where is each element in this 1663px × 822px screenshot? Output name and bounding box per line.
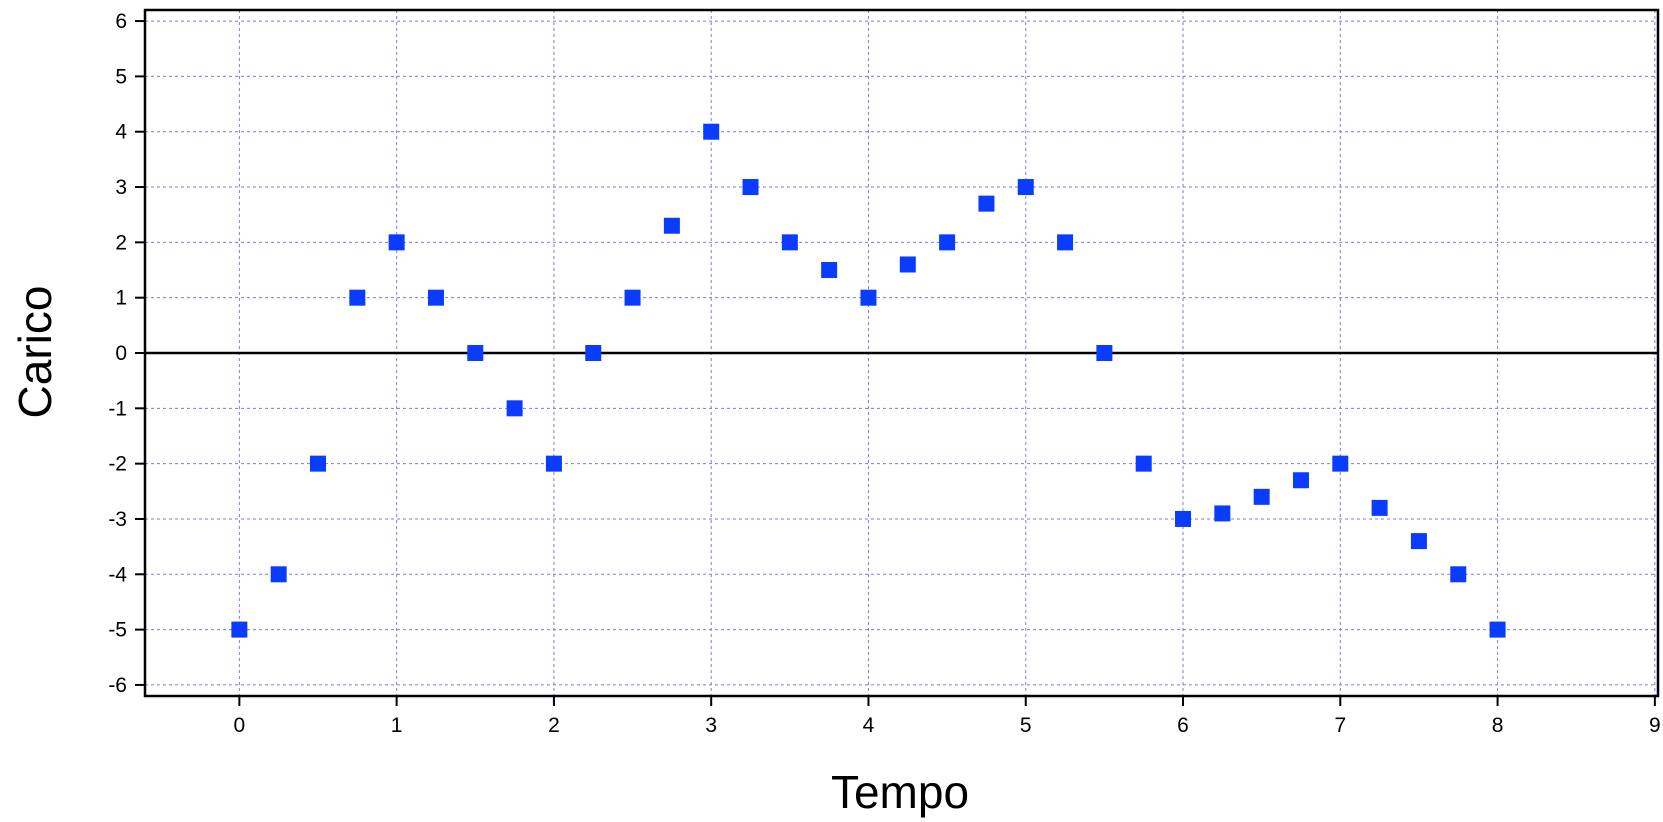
x-tick-label: 5 (1020, 714, 1032, 737)
x-tick-label: 0 (234, 714, 246, 737)
data-point (310, 455, 327, 472)
x-tick-label: 1 (391, 714, 403, 737)
data-point (781, 234, 798, 251)
data-point (1371, 499, 1388, 516)
y-tick-label: 4 (115, 121, 127, 144)
data-point (388, 234, 405, 251)
data-point (427, 289, 444, 306)
grid-lines (145, 10, 1658, 696)
y-tick-label: 5 (115, 65, 127, 88)
y-tick-label: 3 (115, 176, 127, 199)
x-tick-label: 3 (705, 714, 717, 737)
y-tick-label: -4 (108, 563, 127, 586)
data-point (860, 289, 877, 306)
data-point (1057, 234, 1074, 251)
y-tick-label: 6 (115, 10, 127, 33)
y-tick-label: -5 (108, 619, 127, 642)
data-point (231, 621, 248, 638)
axis-ticks (135, 20, 1656, 706)
data-point (1096, 345, 1113, 361)
x-tick-label: 9 (1649, 714, 1661, 737)
data-point (506, 400, 523, 417)
data-point (742, 179, 759, 196)
data-point (585, 345, 602, 361)
data-point (939, 234, 956, 251)
y-tick-label: 0 (115, 342, 127, 365)
data-point (1489, 621, 1506, 638)
y-tick-label: -3 (108, 508, 127, 531)
x-tick-label: 7 (1334, 714, 1346, 737)
data-point (1135, 455, 1152, 472)
data-point (1410, 533, 1427, 550)
data-points (231, 123, 1506, 638)
x-tick-label: 8 (1492, 714, 1504, 737)
data-point (1017, 179, 1034, 196)
y-tick-label: -1 (108, 397, 127, 420)
y-tick-label: 2 (115, 231, 127, 254)
data-point (899, 256, 916, 273)
y-tick-label: -2 (108, 453, 127, 476)
y-tick-label: -6 (108, 674, 127, 697)
data-point (978, 195, 995, 212)
data-point (1175, 510, 1192, 527)
data-point (467, 345, 484, 361)
data-point (545, 455, 562, 472)
x-tick-label: 6 (1177, 714, 1189, 737)
data-point (1292, 472, 1309, 489)
data-point (1214, 505, 1231, 522)
x-tick-label: 2 (548, 714, 560, 737)
y-axis-title: Carico (9, 286, 61, 419)
data-point (1332, 455, 1349, 472)
data-point (821, 262, 838, 279)
data-point (703, 123, 720, 140)
data-point (624, 289, 641, 306)
x-tick-label: 4 (863, 714, 875, 737)
x-axis-title: Tempo (831, 766, 969, 818)
data-point (270, 566, 287, 583)
y-tick-label: 1 (115, 287, 127, 310)
data-point (1253, 488, 1270, 505)
x-tick-labels: 0 1 2 3 4 5 6 7 8 9 (234, 714, 1661, 737)
y-tick-labels: 6 5 4 3 2 1 0 -1 -2 -3 -4 -5 -6 (108, 10, 127, 697)
data-point (663, 217, 680, 234)
data-point (1450, 566, 1467, 583)
data-point (349, 289, 366, 306)
